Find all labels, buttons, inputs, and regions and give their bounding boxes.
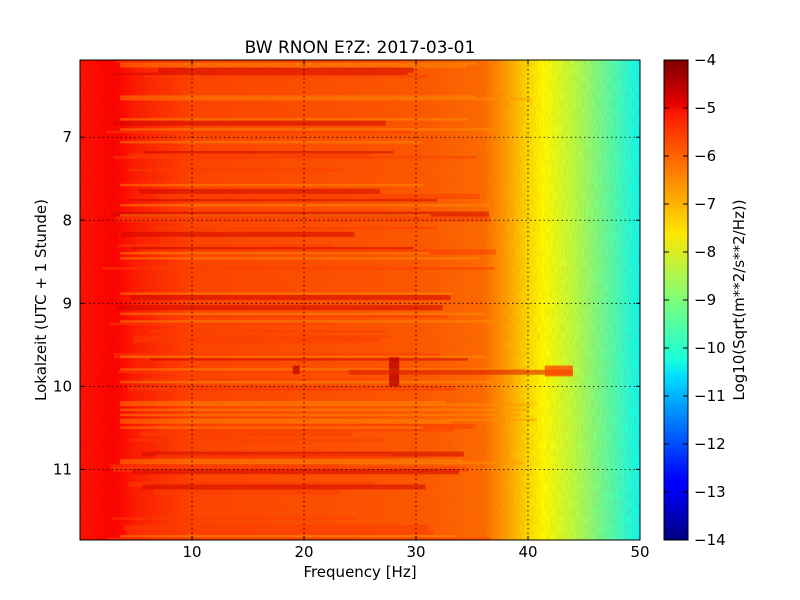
feature-broadband-stripe <box>348 369 573 375</box>
x-tick-label: 20 <box>294 543 313 561</box>
x-axis-label: Frequency [Hz] <box>303 563 416 581</box>
colorbar-tick-label: −6 <box>694 147 716 165</box>
x-axis-ticks: 10 20 30 40 50 <box>182 60 650 561</box>
colorbar-tick-label: −9 <box>694 291 716 309</box>
feature-42hz-band <box>544 365 573 377</box>
plot-frame <box>79 59 641 541</box>
chart-title: BW RNON E?Z: 2017-03-01 <box>245 38 476 58</box>
feature-19hz-burst <box>292 365 300 374</box>
x-tick-label: 10 <box>182 543 201 561</box>
colorbar-tick-label: −4 <box>694 51 716 69</box>
spectrogram-features <box>292 357 573 387</box>
x-tick-label: 40 <box>518 543 537 561</box>
spectrogram-texture <box>80 60 640 540</box>
y-tick-label: 10 <box>53 377 72 395</box>
colorbar-tick-label: −7 <box>694 195 716 213</box>
colorbar-tick-label: −13 <box>694 483 726 501</box>
colorbar-tick-label: −8 <box>694 243 716 261</box>
colorbar-tick-label: −14 <box>694 531 726 549</box>
colorbar-label: Log10(Sqrt(m**2/s**2/Hz)) <box>730 199 748 400</box>
y-axis-ticks: 7 8 9 10 11 <box>53 128 640 478</box>
colorbar-ticks: −4 −5 −6 −7 −8 −9 −10 −11 −12 −13 −14 <box>664 51 726 549</box>
plot-area <box>80 60 640 540</box>
x-tick-label: 30 <box>406 543 425 561</box>
y-tick-label: 11 <box>53 460 72 478</box>
y-tick-label: 9 <box>62 294 72 312</box>
y-tick-label: 8 <box>62 211 72 229</box>
grid-lines <box>80 60 640 540</box>
y-axis-label: Lokalzeit (UTC + 1 Stunde) <box>32 199 50 401</box>
colorbar-tick-label: −11 <box>694 387 726 405</box>
colorbar-tick-label: −5 <box>694 99 716 117</box>
colorbar-tick-label: −12 <box>694 435 726 453</box>
colorbar: −4 −5 −6 −7 −8 −9 −10 −11 −12 −13 −14 Log10(Sqrt(m… <box>663 51 748 549</box>
colorbar-tick-label: −10 <box>694 339 726 357</box>
x-tick-label: 50 <box>630 543 649 561</box>
y-tick-label: 7 <box>62 128 72 146</box>
